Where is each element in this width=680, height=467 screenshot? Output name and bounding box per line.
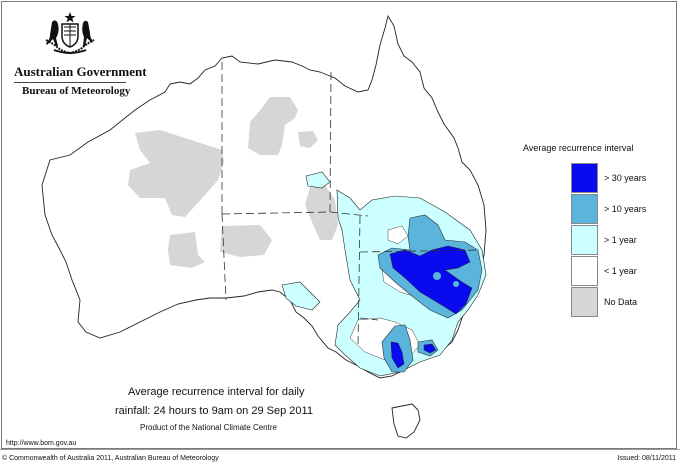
legend-label: < 1 year [604,266,637,276]
map-title-line2: rainfall: 24 hours to 9am on 29 Sep 2011 [115,405,313,417]
legend-title: Average recurrence interval [523,143,634,153]
website-link[interactable]: http://www.bom.gov.au [6,440,77,447]
legend-item: > 30 years [571,163,680,194]
legend-item: > 1 year [571,225,680,256]
copyright-text: © Commonwealth of Australia 2011, Austra… [2,455,219,462]
legend-item: < 1 year [571,256,680,287]
agency-name: Bureau of Meteorology [22,85,131,97]
organization-name: Australian Government [14,64,147,79]
legend-label: > 30 years [604,173,647,183]
legend-swatch-over-1-year [571,225,598,255]
legend-swatch-under-1-year [571,256,598,286]
over-30-years-areas [389,245,473,369]
legend: > 30 years > 10 years > 1 year < 1 year … [571,163,680,318]
legend-item: > 10 years [571,194,680,225]
legend-label: > 1 year [604,235,637,245]
issued-date: Issued: 08/11/2011 [617,455,676,462]
map-subtitle: Product of the National Climate Centre [140,423,277,432]
coat-of-arms-icon [45,12,95,55]
bom-logo: Australian Government Bureau of Meteorol… [10,10,147,97]
legend-swatch-over-30-years [571,163,598,193]
logo-divider [14,82,126,83]
legend-item: No Data [571,287,680,318]
tasmania-outline [391,403,421,439]
legend-label: No Data [604,297,638,307]
legend-swatch-no-data [571,287,598,317]
legend-swatch-over-10-years [571,194,598,224]
map-title-line1: Average recurrence interval for daily [128,386,305,398]
legend-label: > 10 years [604,204,647,214]
australia-rainfall-map [41,14,487,439]
state-borders [221,62,481,347]
footer-divider [0,449,680,450]
